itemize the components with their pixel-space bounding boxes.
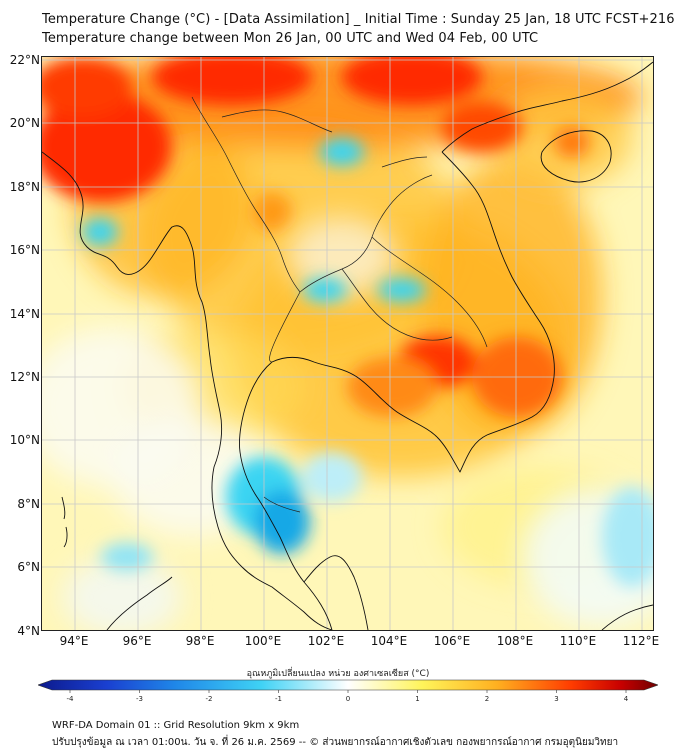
lat-label-14n: 14°N xyxy=(9,307,40,321)
lon-label-100e: 100°E xyxy=(244,634,282,648)
colorbar-gradient xyxy=(38,679,658,691)
lon-label-106e: 106°E xyxy=(433,634,471,648)
colorbar-tick-label: 1 xyxy=(415,695,419,703)
colorbar-title: อุณหภูมิเปลี่ยนแปลง หน่วย องศาเซลเซียส (… xyxy=(246,669,430,679)
hot-cores xyxy=(42,57,590,417)
colorbar-tick-label: 0 xyxy=(346,695,350,703)
lon-label-112e: 112°E xyxy=(622,634,660,648)
temperature-change-map[interactable] xyxy=(41,56,654,631)
lat-label-18n: 18°N xyxy=(9,180,40,194)
graticule xyxy=(42,57,653,630)
lat-label-12n: 12°N xyxy=(9,370,40,384)
lon-label-102e: 102°E xyxy=(307,634,345,648)
colorbar-tick-label: -1 xyxy=(275,695,282,703)
colorbar-tick-label: 4 xyxy=(624,695,629,703)
lon-label-110e: 110°E xyxy=(559,634,597,648)
lat-label-16n: 16°N xyxy=(9,243,40,257)
colorbar-tick-label: -4 xyxy=(67,695,75,703)
colorbar-tick-label: -2 xyxy=(206,695,213,703)
coastlines xyxy=(42,61,653,630)
lon-label-108e: 108°E xyxy=(496,634,534,648)
lon-label-98e: 98°E xyxy=(185,634,215,648)
lon-label-94e: 94°E xyxy=(59,634,89,648)
lat-label-8n: 8°N xyxy=(17,497,40,511)
colorbar-tick-label: 3 xyxy=(554,695,558,703)
chart-title: Temperature Change (°C) - [Data Assimila… xyxy=(42,12,675,27)
lat-label-4n: 4°N xyxy=(17,624,40,638)
footer-update-info: ปรับปรุงข้อมูล ณ เวลา 01:00น. วัน จ. ที่… xyxy=(52,737,619,748)
lat-label-6n: 6°N xyxy=(17,560,40,574)
lon-label-96e: 96°E xyxy=(122,634,152,648)
chart-subtitle: Temperature change between Mon 26 Jan, 0… xyxy=(42,31,539,46)
lon-label-104e: 104°E xyxy=(370,634,408,648)
country-borders xyxy=(191,96,488,513)
colorbar: -4 -3 -2 -1 0 1 2 3 4 xyxy=(38,679,658,703)
footer-model-info: WRF-DA Domain 01 :: Grid Resolution 9km … xyxy=(52,720,300,731)
cool-spots xyxy=(82,138,653,587)
lat-label-10n: 10°N xyxy=(9,433,40,447)
colorbar-ticks: -4 -3 -2 -1 0 1 2 3 4 xyxy=(67,690,629,703)
map-canvas xyxy=(42,57,653,630)
lat-label-22n: 22°N xyxy=(9,53,40,67)
colorbar-tick-label: 2 xyxy=(485,695,489,703)
lat-label-20n: 20°N xyxy=(9,116,40,130)
colorbar-tick-label: -3 xyxy=(136,695,143,703)
